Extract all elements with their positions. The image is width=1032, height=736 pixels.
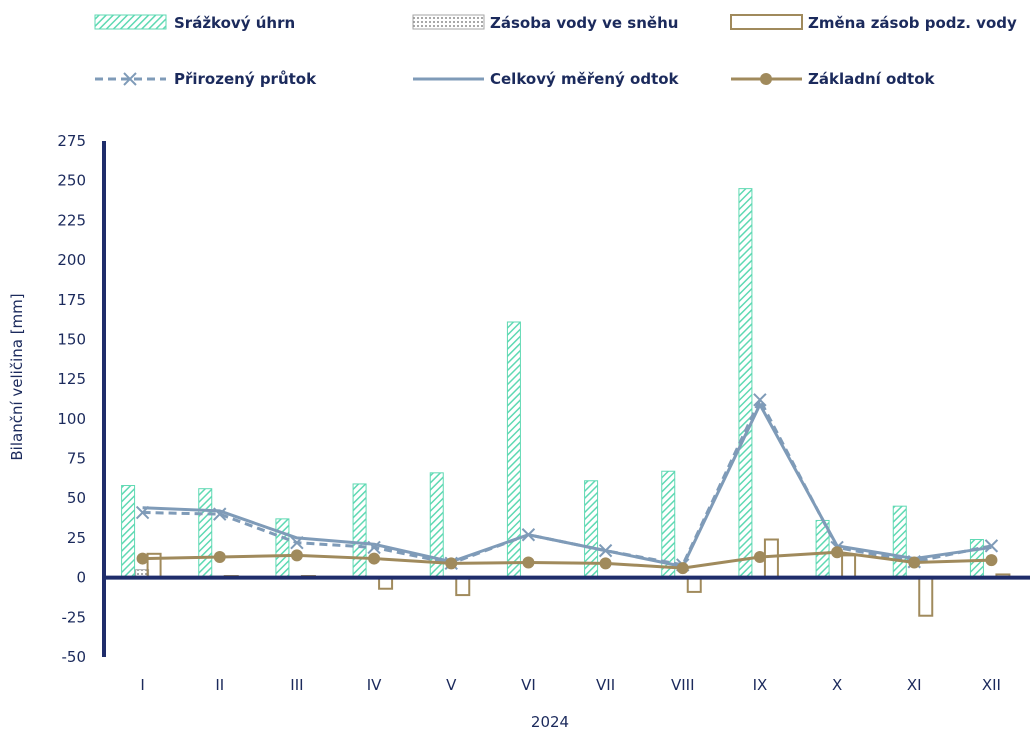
legend-label-snow-water: Zásoba vody ve sněhu	[490, 14, 678, 32]
bar-groundwater-change	[841, 554, 857, 579]
y-tick-label: 275	[57, 132, 86, 150]
marker-base-flow	[753, 550, 766, 563]
marker-base-flow	[368, 552, 381, 565]
y-axis-title: Bilanční veličina [mm]	[8, 293, 26, 460]
marker-natural-flow	[521, 528, 536, 542]
legend-item-natural-flow: Přirozený průtok	[95, 70, 317, 88]
y-tick-label: 25	[67, 529, 86, 547]
legend-item-groundwater-change: Změna zásob podz. vody	[730, 14, 1017, 32]
marker-natural-flow	[290, 535, 304, 550]
x-tick-label: II	[215, 676, 224, 694]
x-tick-label: IV	[367, 676, 382, 694]
line-base-flow	[142, 550, 992, 570]
legend-label-base-flow: Základní odtok	[808, 70, 936, 88]
legend-swatch-groundwater-change	[730, 14, 803, 30]
y-tick-label: 0	[76, 569, 86, 587]
line-natural-flow	[142, 396, 992, 567]
x-tick-label: XII	[982, 676, 1001, 694]
legend-label-groundwater-change: Změna zásob podz. vody	[808, 14, 1017, 32]
marker-base-flow	[908, 556, 921, 569]
marker-base-flow	[599, 557, 612, 570]
x-tick-label: VIII	[671, 676, 695, 694]
y-tick-label: -25	[62, 608, 87, 626]
y-tick-label: 225	[57, 211, 86, 229]
x-tick-label: XI	[907, 676, 922, 694]
marker-base-flow	[522, 556, 535, 569]
legend-swatch-precipitation	[94, 14, 167, 30]
marker-base-flow	[136, 552, 149, 565]
marker-natural-flow	[984, 539, 999, 553]
y-tick-label: -50	[62, 648, 87, 666]
x-tick-label: I	[140, 676, 144, 694]
legend-item-precipitation: Srážkový úhrn	[94, 14, 295, 32]
y-tick-label: 250	[57, 172, 86, 190]
bar-groundwater-change	[763, 538, 779, 579]
bar-groundwater-change	[455, 576, 471, 597]
line-total-runoff	[142, 403, 992, 569]
marker-base-flow	[445, 557, 458, 570]
x-tick-label: V	[446, 676, 457, 694]
x-axis-title: 2024	[531, 713, 569, 731]
marker-natural-flow	[135, 505, 150, 520]
marker-base-flow	[290, 549, 303, 562]
legend-label-precipitation: Srážkový úhrn	[174, 14, 295, 32]
marker-natural-flow	[753, 393, 767, 407]
bar-groundwater-change	[686, 576, 702, 593]
y-tick-label: 50	[67, 489, 86, 507]
legend-item-base-flow: Základní odtok	[731, 70, 936, 88]
y-tick-label: 200	[57, 251, 86, 269]
bar-precipitation	[352, 483, 367, 579]
marker-base-flow	[676, 562, 689, 575]
bar-precipitation	[275, 518, 290, 579]
bar-precipitation	[198, 488, 213, 579]
x-tick-label: IX	[753, 676, 768, 694]
bar-groundwater-change	[918, 576, 934, 617]
legend-item-total-runoff: Celkový měřený odtok	[413, 70, 680, 88]
y-tick-label: 175	[57, 291, 86, 309]
legend-marker-natural-flow	[123, 72, 137, 86]
legend-label-natural-flow: Přirozený průtok	[174, 70, 317, 88]
marker-natural-flow	[367, 540, 381, 555]
marker-base-flow	[213, 550, 226, 563]
legend: Srážkový úhrn Zásoba vody ve sněhu Změna…	[94, 14, 1017, 88]
bar-precipitation	[738, 188, 753, 579]
marker-natural-flow	[213, 507, 227, 521]
marker-base-flow	[985, 554, 998, 567]
marker-natural-flow	[598, 543, 613, 558]
bar-precipitation	[121, 485, 136, 579]
bar-precipitation	[892, 505, 907, 579]
legend-label-total-runoff: Celkový měřený odtok	[490, 70, 680, 88]
x-tick-label: VI	[521, 676, 536, 694]
legend-marker-base-flow	[760, 73, 772, 85]
y-tick-label: 125	[57, 370, 86, 388]
marker-base-flow	[831, 546, 844, 559]
x-tick-label: X	[832, 676, 842, 694]
y-tick-label: 100	[57, 410, 86, 428]
legend-swatch-snow-water	[412, 14, 485, 30]
x-tick-label: VII	[596, 676, 615, 694]
bar-precipitation	[969, 539, 984, 579]
x-tick-label: III	[290, 676, 303, 694]
legend-item-snow-water: Zásoba vody ve sněhu	[412, 14, 678, 32]
y-tick-label: 75	[67, 450, 86, 468]
y-tick-label: 150	[57, 330, 86, 348]
